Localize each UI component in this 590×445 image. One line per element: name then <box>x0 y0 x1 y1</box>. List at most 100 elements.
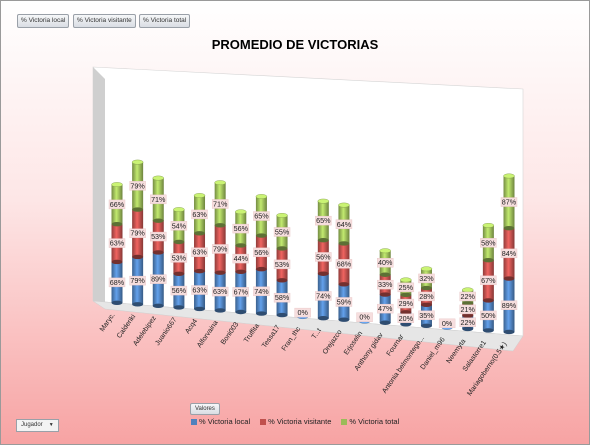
bar-segment-edge <box>317 315 329 321</box>
filter-button-visitante[interactable]: % Victoria visitante <box>73 14 136 28</box>
bar-segment-edge <box>400 292 412 298</box>
data-label: 58% <box>480 238 497 248</box>
data-label-box <box>397 313 415 323</box>
data-label-text: 53% <box>275 260 290 269</box>
bar-cap <box>111 182 123 187</box>
legend: % Victoria local % Victoria visitante % … <box>191 417 399 426</box>
bar-group-0: 68% 63% 66% <box>108 182 126 305</box>
row-field-dropdown[interactable]: Jugador ▼ <box>16 419 59 432</box>
data-label-text: 56% <box>254 248 269 257</box>
data-label-text: 22% <box>461 318 476 327</box>
bar-segment-edge <box>111 259 123 265</box>
data-label-box <box>211 286 229 297</box>
bar-group-6: 67% 44% 56% <box>232 209 249 315</box>
data-label-text: 63% <box>192 210 207 219</box>
valores-button[interactable]: Valores <box>190 403 220 415</box>
filter-button-local[interactable]: % Victoria local <box>17 14 70 28</box>
legend-label-total: % Victoria total <box>349 417 400 426</box>
data-label-text: 79% <box>130 181 145 190</box>
data-label-box <box>480 310 497 321</box>
data-label: 65% <box>315 215 332 226</box>
data-label-text: 56% <box>234 224 249 233</box>
bar-segment-edge <box>276 312 288 318</box>
data-label: 25% <box>397 282 415 293</box>
bar-cap <box>482 223 495 228</box>
bar-segment-edge <box>462 313 474 318</box>
data-label: 68% <box>335 259 353 269</box>
bar-group-4: 63% 63% 63% <box>191 193 208 312</box>
data-label: 67% <box>480 275 497 286</box>
data-label-text: 59% <box>337 297 352 306</box>
bar-group-7: 74% 56% 65% <box>253 194 270 316</box>
data-label-box <box>397 282 415 293</box>
bar-segment-edge <box>400 322 412 327</box>
data-label: 50% <box>480 310 497 321</box>
data-label-text: 33% <box>378 280 393 289</box>
bar-segment-edge <box>462 326 474 332</box>
bar-segment-edge <box>276 278 288 283</box>
data-label-text: 84% <box>502 249 517 258</box>
data-label-box <box>170 221 188 231</box>
bar-segment-edge <box>379 292 391 297</box>
data-label-text: 0% <box>359 313 370 322</box>
bar-cap <box>152 175 164 181</box>
data-label-box <box>459 317 476 327</box>
data-label-box <box>129 181 146 191</box>
data-label-box <box>480 238 497 248</box>
legend-item-total: % Victoria total <box>341 417 399 426</box>
data-label-box <box>377 279 394 290</box>
data-label: 40% <box>377 258 394 268</box>
bar-segment-edge <box>503 225 515 231</box>
legend-swatch-total <box>341 418 348 425</box>
data-label-box <box>459 304 476 315</box>
data-label-text: 58% <box>481 238 496 247</box>
bar-segment-edge <box>503 329 515 335</box>
data-label-box <box>397 298 415 309</box>
bar-group-19: 89% 84% 87% <box>500 173 518 335</box>
filter-button-total[interactable]: % Victoria total <box>139 14 191 28</box>
chart-floor <box>92 300 524 352</box>
chevron-down-icon: ▼ <box>48 422 54 428</box>
bar-group-14: 20% 29% 25% <box>397 277 415 327</box>
data-label-box <box>108 199 126 210</box>
data-label-box <box>170 285 188 296</box>
data-label-box <box>150 231 167 242</box>
bar-group-8: 58% 53% 55% <box>273 213 291 318</box>
bar-group-12: 0% <box>356 312 373 324</box>
category-label: Fran_thc <box>281 325 303 352</box>
category-label: Acq4 <box>184 318 199 335</box>
bar-cap <box>255 194 268 199</box>
data-label: 20% <box>397 313 415 323</box>
bar-segment-edge <box>276 246 288 251</box>
data-label-text: 40% <box>378 258 393 267</box>
data-label-box <box>459 291 476 302</box>
data-label: 71% <box>150 194 167 205</box>
data-label-text: 53% <box>151 232 166 241</box>
bar-segment-edge <box>338 317 350 322</box>
data-label: 79% <box>211 244 229 254</box>
data-label: 44% <box>232 253 249 264</box>
data-label: 74% <box>253 286 270 297</box>
data-label-box <box>253 247 270 258</box>
bar-segment-edge <box>462 300 474 306</box>
data-label: 47% <box>377 303 394 314</box>
data-label-text: 55% <box>275 227 290 236</box>
bar-cap <box>338 202 350 208</box>
bar-cap <box>276 213 288 218</box>
data-label-box <box>377 258 394 268</box>
data-label: 21% <box>459 304 476 315</box>
data-label-box <box>315 291 332 301</box>
bar-segment-edge <box>255 266 267 272</box>
bar-segment-edge <box>400 310 412 315</box>
category-label: Tessa17 <box>261 324 282 349</box>
bar-segment-edge <box>173 271 185 276</box>
data-label: 79% <box>129 181 146 191</box>
bar-segment-edge <box>503 276 515 281</box>
data-label: 66% <box>108 199 126 210</box>
data-label-text: 63% <box>110 239 125 248</box>
data-label-text: 65% <box>254 212 269 221</box>
data-label-box <box>129 228 146 238</box>
data-label-text: 89% <box>502 301 517 310</box>
category-label: Calderiki <box>116 313 138 340</box>
data-label-box <box>232 287 249 297</box>
